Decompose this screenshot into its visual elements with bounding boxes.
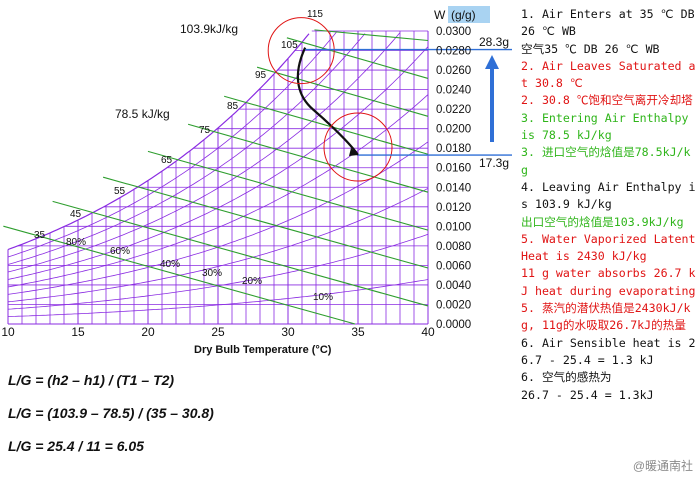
- x-tick-label: 40: [421, 325, 435, 339]
- psychrometric-chart: 10 15 20 25 30 35 40 0.0000 0.0020 0.0040 0.0060 0.…: [1, 6, 512, 356]
- enthalpy-value-label: 55: [114, 186, 126, 197]
- rh-curve: [7, 279, 429, 317]
- w-axis-symbol: W: [434, 8, 446, 22]
- note-2-zh: 2. 30.8 ℃饱和空气离开冷却塔: [521, 93, 693, 108]
- note-1-en: 1. Air Enters at 35 ℃ DB 26 ℃ WB: [521, 7, 695, 39]
- enthalpy-line: [147, 150, 429, 231]
- w-tick-label: 0.0040: [436, 280, 471, 292]
- note-4-zh: 出口空气的焓值是103.9kJ/kg: [521, 214, 684, 229]
- humidity-increase-arrowhead: [485, 55, 499, 69]
- equation-1: L/G = (h2 – h1) / (T1 – T2): [8, 372, 175, 388]
- equation-3: L/G = 25.4 / 11 = 6.05: [8, 438, 144, 454]
- enthalpy-line: [102, 176, 429, 269]
- enthalpy-value-label: 85: [227, 101, 239, 112]
- rh-value-label: 40%: [160, 259, 180, 270]
- rh-curve: [7, 33, 366, 265]
- w-tick-label: 0.0160: [436, 163, 471, 175]
- enthalpy-value-label: 45: [70, 209, 82, 220]
- x-tick-label: 25: [211, 325, 225, 339]
- rh-curve: [7, 31, 338, 258]
- rh-curve: [7, 94, 429, 288]
- w-axis-unit: (g/g): [451, 8, 476, 22]
- note-3-en: 3. Entering Air Enthalpy is 78.5 kJ/kg: [521, 110, 696, 143]
- note-6-zh-calc: 26.7 - 25.4 = 1.3kJ: [521, 387, 654, 402]
- w-tick-label: 0.0180: [436, 143, 471, 155]
- entering-point-circle: [323, 112, 393, 182]
- entering-enthalpy-label: 78.5 kJ/kg: [115, 107, 170, 121]
- saturation-curve: [7, 33, 310, 251]
- w-tick-label: 0.0080: [436, 241, 471, 253]
- enthalpy-value-label: 115: [307, 9, 323, 20]
- leaving-point-circle: [267, 17, 335, 85]
- w-tick-label: 0.0200: [436, 124, 471, 136]
- w-tick-label: 0.0120: [436, 202, 471, 214]
- x-tick-label: 35: [351, 325, 365, 339]
- process-arrowhead: [349, 148, 358, 157]
- leaving-humidity-label: 28.3g: [479, 35, 509, 49]
- notes-panel: 1. Air Enters at 35 ℃ DB 26 ℃ WB 空气35 ℃ …: [521, 6, 697, 404]
- w-axis-unit-highlight: [448, 6, 490, 23]
- enthalpy-line: [224, 95, 429, 155]
- rh-value-label: 60%: [110, 246, 130, 257]
- entering-humidity-label: 17.3g: [479, 156, 509, 170]
- process-path: [296, 47, 359, 156]
- x-tick-label: 10: [1, 325, 15, 339]
- w-tick-label: 0.0260: [436, 65, 471, 77]
- watermark: @暖通南社: [632, 459, 693, 473]
- w-tick-label: 0.0140: [436, 182, 471, 194]
- rh-curve: [7, 32, 401, 273]
- enthalpy-value-label: 35: [34, 230, 46, 241]
- enthalpy-value-label: 95: [255, 70, 267, 81]
- w-tick-label: 0.0100: [436, 221, 471, 233]
- rh-curve: [7, 46, 429, 280]
- enthalpy-line: [256, 66, 429, 117]
- w-tick-label: 0.0220: [436, 104, 471, 116]
- note-4-en: 4. Leaving Air Enthalpy is 103.9 kJ/kg: [521, 179, 696, 212]
- enthalpy-value-label: 105: [281, 40, 298, 51]
- chart-labels: 10 15 20 25 30 35 40 0.0000 0.0020 0.0040 0.0060 0.…: [1, 9, 471, 339]
- equation-2: L/G = (103.9 – 78.5) / (35 – 30.8): [8, 405, 214, 421]
- note-1-zh: 空气35 ℃ DB 26 ℃ WB: [521, 41, 660, 56]
- leaving-enthalpy-label: 103.9kJ/kg: [180, 22, 238, 36]
- rh-curve: [7, 188, 429, 303]
- rh-value-label: 80%: [66, 237, 86, 248]
- w-tick-label: 0.0020: [436, 299, 471, 311]
- note-3-zh: 3. 进口空气的焓值是78.5kJ/kg: [521, 145, 691, 177]
- note-6-zh: 6. 空气的感热为: [521, 370, 612, 385]
- enthalpy-line: [286, 37, 429, 79]
- rh-value-label: 20%: [242, 276, 262, 287]
- note-2-en: 2. Air Leaves Saturated at 30.8 ℃: [521, 58, 696, 91]
- note-5-en: 5. Water Vaporized Latent Heat is 2430 k…: [521, 231, 696, 264]
- enthalpy-line: [314, 29, 429, 42]
- x-tick-label: 20: [141, 325, 155, 339]
- enthalpy-lines: [3, 29, 429, 325]
- enthalpy-line: [3, 225, 356, 325]
- enthalpy-value-label: 65: [161, 155, 173, 166]
- w-tick-label: 0.0300: [436, 26, 471, 38]
- enthalpy-line: [187, 123, 429, 193]
- w-tick-label: 0.0060: [436, 260, 471, 272]
- x-axis-title: Dry Bulb Temperature (°C): [194, 344, 332, 356]
- note-5-zh: 5. 蒸汽的潜伏热值是2430kJ/kg, 11g的水吸取26.7kJ的热量: [521, 301, 691, 333]
- w-tick-label: 0.0000: [436, 319, 471, 331]
- x-tick-label: 30: [281, 325, 295, 339]
- w-tick-label: 0.0240: [436, 85, 471, 97]
- note-6-en: 6. Air Sensible heat is 26.7 - 25.4 = 1.…: [521, 335, 696, 367]
- enthalpy-line: [52, 200, 429, 307]
- w-tick-label: 0.0280: [436, 46, 471, 58]
- note-5-en-detail: 11 g water absorbs 26.7 kJ heat during e…: [521, 266, 696, 298]
- chart-marks: [267, 17, 512, 182]
- x-tick-label: 15: [71, 325, 85, 339]
- rh-value-label: 10%: [313, 292, 333, 303]
- rh-value-label: 30%: [202, 268, 222, 279]
- enthalpy-value-label: 75: [199, 125, 211, 136]
- chart-grid: [7, 30, 429, 325]
